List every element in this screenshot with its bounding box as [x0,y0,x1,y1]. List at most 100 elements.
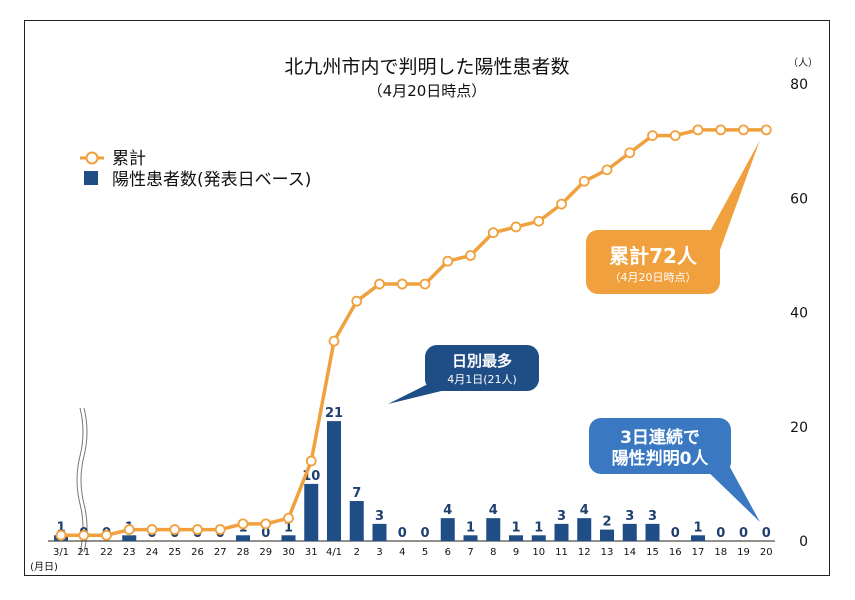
bar-value-label: 1 [534,520,543,535]
bar-value-label: 1 [511,520,520,535]
x-tick-label: 28 [237,547,250,558]
x-tick-label: 31 [305,547,318,558]
axis-break-line-2 [80,407,88,553]
callout-max: 日別最多 4月1日(21人) [388,345,539,404]
callout-zero: 3日連続で 陽性判明0人 [589,418,760,522]
cumulative-point [78,529,90,541]
cumulative-point [533,215,545,227]
callout-zero-box [589,418,731,474]
cumulative-point [146,524,158,535]
bar [509,535,523,541]
axis-break-mark [76,407,88,553]
callout-total-box [586,230,720,294]
legend-line-circle [85,151,99,165]
x-tick-label: 8 [490,547,496,558]
cumulative-point [328,335,340,347]
x-tick-label: 4/1 [326,547,342,558]
bar [531,535,546,541]
bar-value-label: 0 [762,526,771,541]
x-tick-label: 25 [168,547,181,558]
cumulative-point [214,524,226,535]
x-tick-label: 15 [646,547,659,558]
bar-value-label: 1 [693,520,702,535]
bar [554,523,569,541]
cumulative-point [396,278,408,290]
x-tick-label: 29 [259,547,272,558]
cumulative-point [260,518,272,530]
cumulative-point [192,524,203,535]
cumulative-point [123,524,135,535]
bar [486,518,501,541]
bar [122,535,137,541]
cumulative-point [738,124,749,136]
y-tick-label: 60 [790,191,808,207]
x-tick-label: 4 [399,547,405,558]
bar-value-label: 1 [284,520,293,535]
cumulative-point [578,175,590,187]
callout-zero-tail [700,460,760,522]
cumulative-point [374,278,385,290]
cumulative-point [283,512,294,524]
y-tick-label: 20 [790,420,808,436]
cumulative-point [442,255,454,267]
bar-value-label: 0 [420,526,429,541]
x-tick-label: 30 [282,547,295,558]
bar [691,535,705,541]
callout-total-title: 累計72人 [609,244,698,268]
legend-label-total: 累計 [112,149,146,169]
x-tick-label: 7 [467,547,473,558]
bar-value-label: 0 [671,526,680,541]
bar [463,535,478,541]
x-tick-label: 2 [354,547,360,558]
x-tick-label: 22 [100,547,113,558]
bar [372,523,387,541]
callout-zero-line2: 陽性判明0人 [612,448,710,469]
x-tick-label: 23 [123,547,136,558]
cumulative-line [61,128,767,538]
x-tick-label: 20 [760,547,773,558]
x-unit-label: (月日) [30,561,58,573]
cumulative-point [351,295,363,307]
bar-value-label: 1 [56,520,65,535]
cumulative-point [487,227,499,239]
cumulative-point [624,147,636,159]
y-tick-label: 40 [790,306,808,322]
chart-subtitle: （4月20日時点） [368,82,487,100]
bar-value-label: 3 [648,509,657,524]
legend: 累計 陽性患者数(発表日ベース) [80,149,311,190]
x-tick-label: 27 [214,547,227,558]
x-tick-label: 10 [532,547,545,558]
x-tick-label: 16 [669,547,682,558]
bar-value-label: 1 [466,520,475,535]
cumulative-point [101,529,112,541]
x-tick-label: 6 [445,547,451,558]
x-tick-label: 5 [422,547,428,558]
chart-frame [24,20,830,576]
y-tick-label: 80 [790,77,808,93]
x-tick-label: 17 [692,547,705,558]
cumulative-point [510,221,522,233]
bar-value-label: 2 [602,515,611,530]
bar [440,518,455,541]
x-tick-label: 18 [714,547,727,558]
bar-value-label: 3 [375,509,384,524]
x-tick-label: 12 [578,547,591,558]
bar-value-label: 4 [580,503,589,518]
cumulative-point [305,455,317,467]
legend-bar-marker [84,171,98,185]
bar-value-label: 0 [739,526,748,541]
y-tick-label: 0 [799,534,808,550]
cumulative-point [556,198,567,210]
bar [577,518,592,541]
bar [327,421,341,541]
bar [600,529,614,541]
bar [236,535,250,541]
cumulative-point [669,130,681,141]
bar-value-label: 0 [398,526,407,541]
cumulative-point [715,124,727,136]
plot-area: 0204060801001000010110217300414113423301… [48,77,808,558]
bar [645,523,660,541]
callout-total-sub: （4月20日時点） [610,271,697,284]
cumulative-point [647,130,658,141]
x-tick-label: 13 [601,547,614,558]
